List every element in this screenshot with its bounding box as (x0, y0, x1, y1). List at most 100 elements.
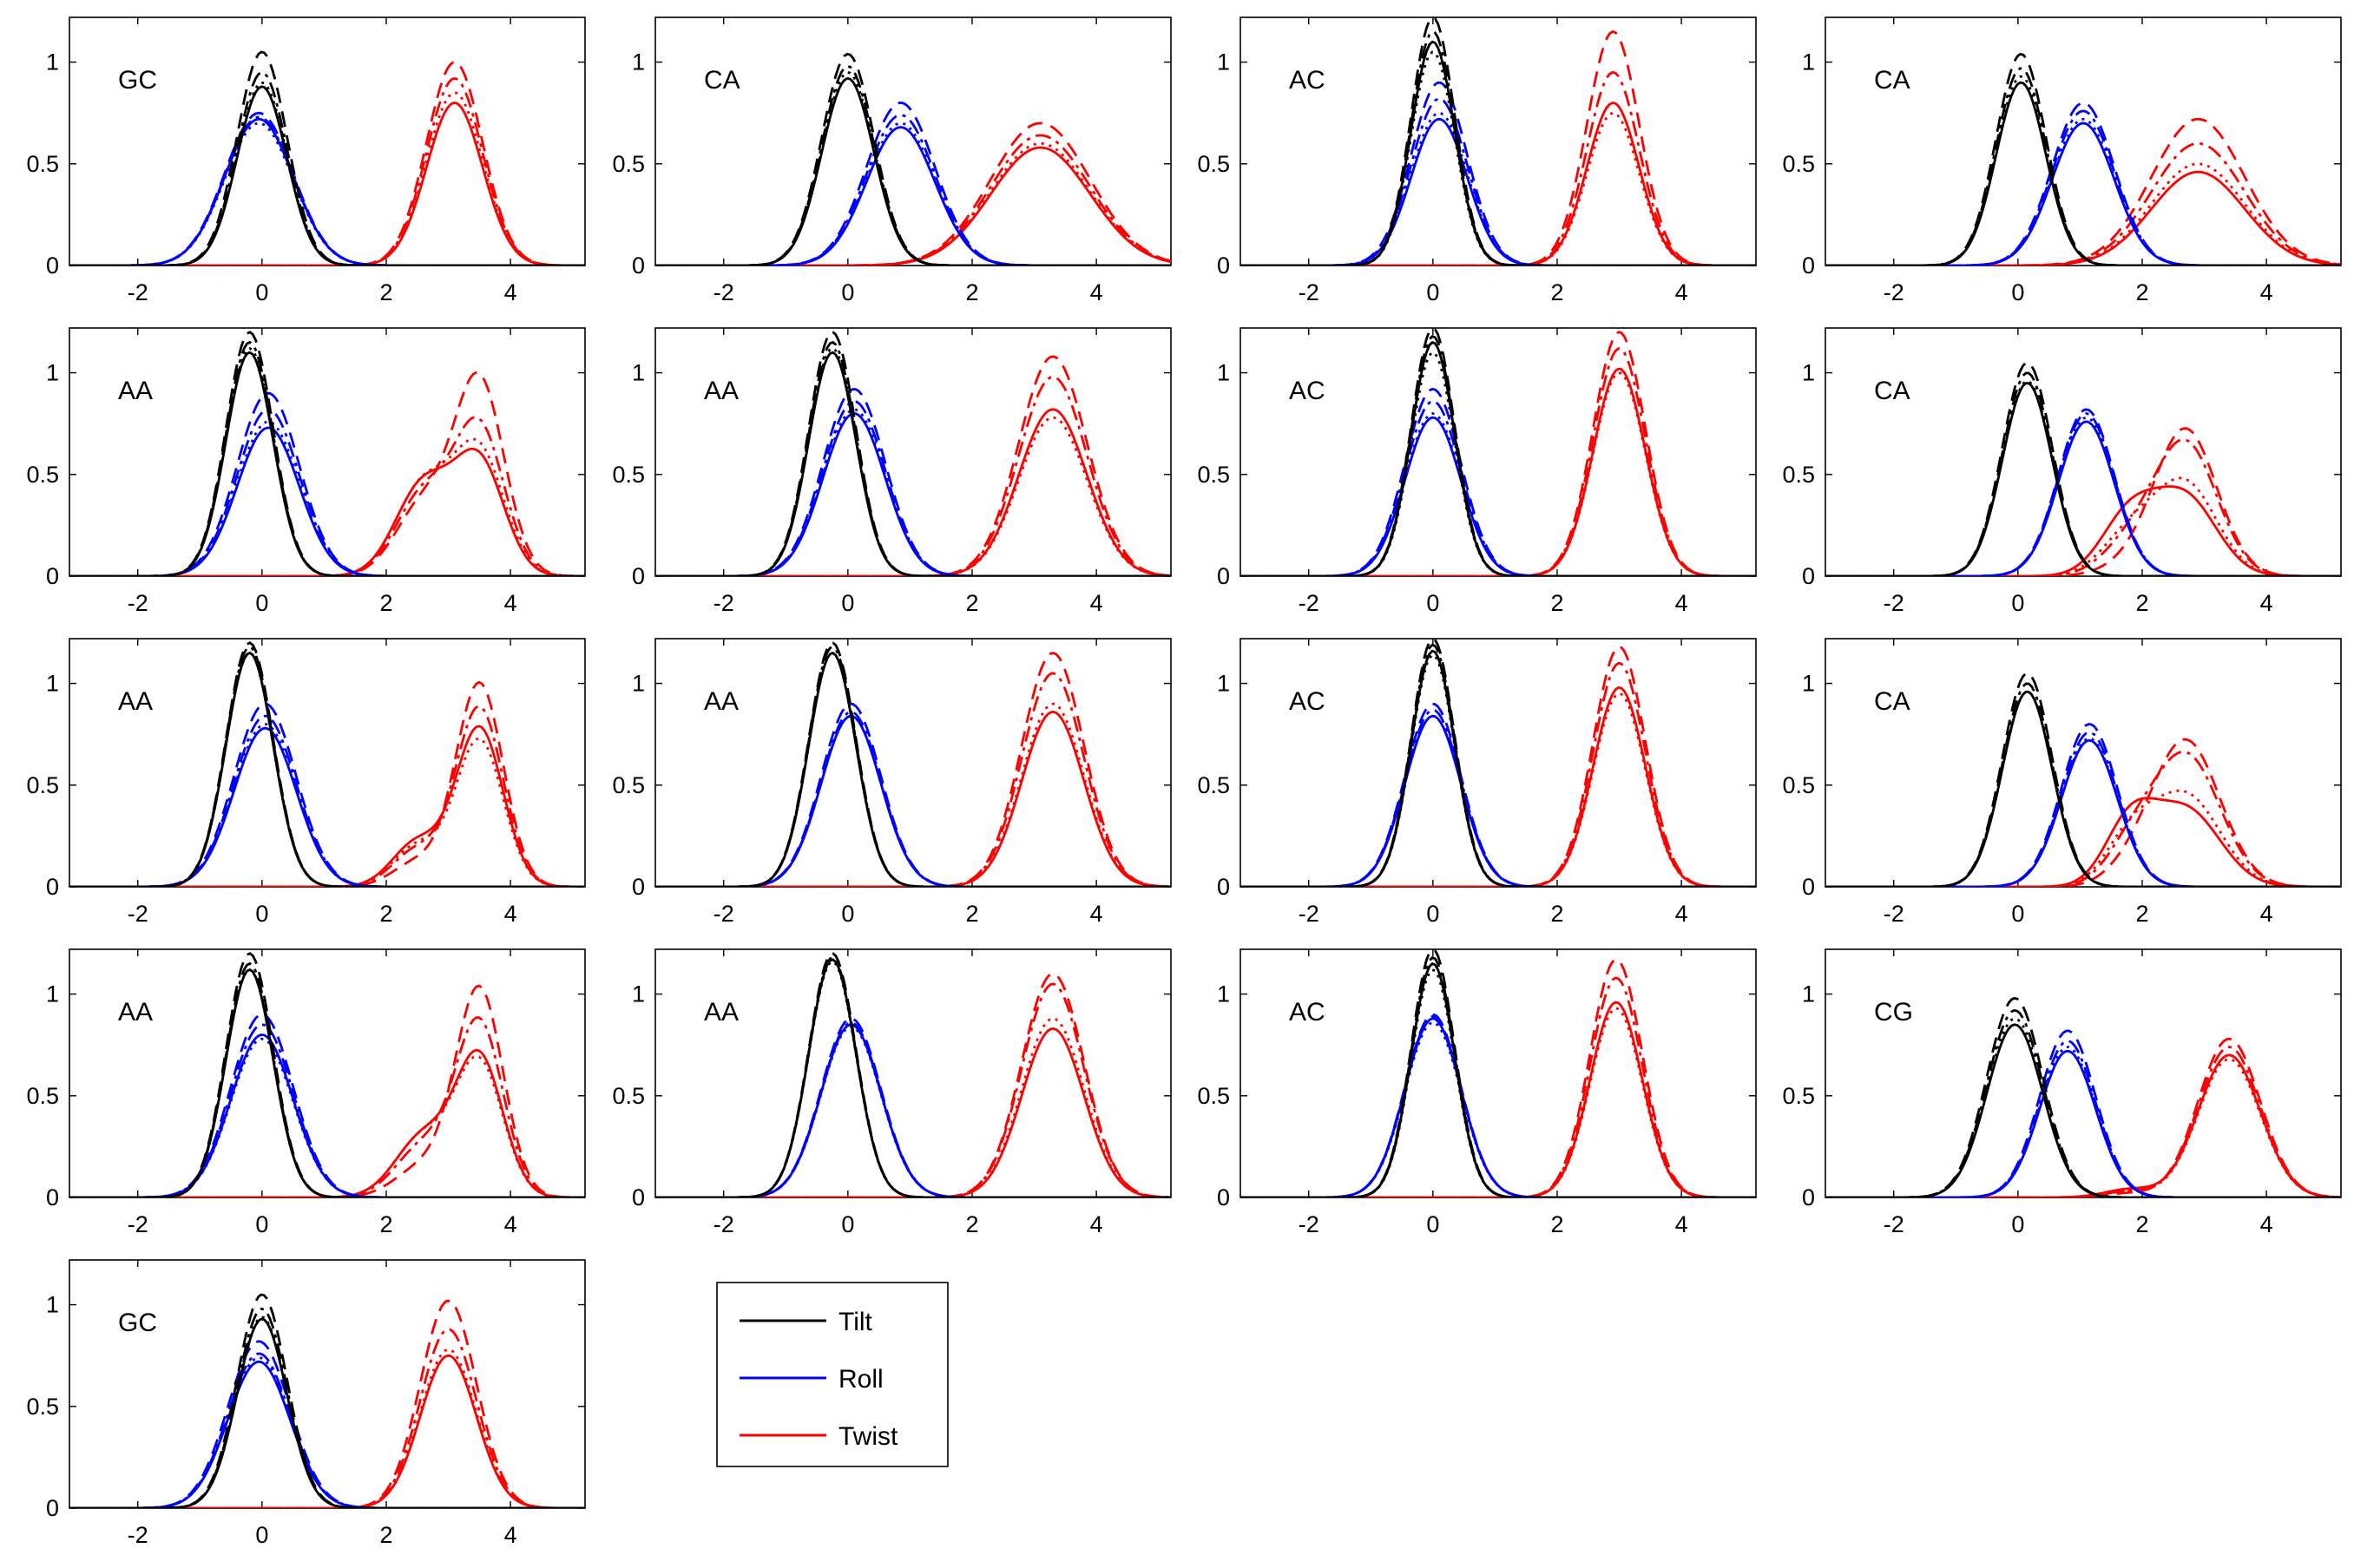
axes-box (69, 16, 586, 266)
x-tick-label: 2 (965, 279, 978, 305)
twist-curve (1825, 750, 2341, 887)
x-tick-label: 0 (2011, 1211, 2024, 1237)
twist-curve (1240, 686, 1756, 887)
panel-0: -2 0 2 4 0 0.5 1 GC (26, 16, 586, 305)
tilt-curve (69, 71, 585, 266)
y-tick-label: 0 (46, 563, 59, 589)
y-tick-label: 1 (1217, 49, 1230, 75)
y-tick-label: 1 (1217, 671, 1230, 697)
x-tick-label: 4 (1675, 279, 1688, 305)
y-tick-label: 0 (1217, 874, 1230, 900)
axes-box (69, 327, 586, 577)
twist-curve (1240, 692, 1756, 887)
roll-curve (655, 114, 1171, 266)
y-tick-label: 0.5 (1197, 772, 1230, 798)
panel-13: -2 0 2 4 0 0.5 1 AA (612, 948, 1172, 1237)
x-tick-label: 2 (1550, 590, 1563, 616)
axes-box (1825, 16, 2342, 266)
panel-label: AC (1289, 687, 1325, 716)
tilt-curve (1825, 690, 2341, 887)
panel-4: -2 0 2 4 0 0.5 1 AA (26, 327, 586, 616)
x-tick-label: 0 (255, 901, 268, 927)
x-tick-label: -2 (128, 279, 148, 305)
roll-curve (1825, 109, 2341, 266)
x-tick-label: -2 (713, 901, 734, 927)
x-tick-label: 2 (1550, 1211, 1563, 1237)
y-tick-label: 1 (1802, 981, 1815, 1007)
y-tick-label: 0 (46, 874, 59, 900)
y-tick-label: 0 (1217, 563, 1230, 589)
x-tick-label: 0 (1426, 590, 1439, 616)
y-tick-label: 0.5 (1782, 772, 1815, 798)
tilt-curve (1825, 379, 2341, 576)
twist-curve (1240, 70, 1756, 266)
curves (1240, 17, 1756, 266)
panel-11: -2 0 2 4 0 0.5 1 CA (1782, 638, 2342, 927)
x-tick-label: -2 (713, 1211, 734, 1237)
y-tick-label: 0.5 (1782, 462, 1815, 488)
panel-label: CA (1874, 377, 1910, 405)
y-tick-label: 1 (46, 360, 59, 386)
x-tick-label: 2 (2135, 590, 2148, 616)
twist-curve (655, 1017, 1171, 1197)
x-tick-label: -2 (713, 590, 734, 616)
tilt-curve (655, 71, 1171, 266)
panel-14: -2 0 2 4 0 0.5 1 AC (1197, 948, 1757, 1237)
panel-label: AA (704, 687, 739, 716)
x-tick-label: 4 (1090, 279, 1103, 305)
x-tick-label: 2 (2135, 279, 2148, 305)
tilt-curve (655, 960, 1171, 1197)
tilt-curve (655, 347, 1171, 576)
y-tick-label: 0.5 (1197, 462, 1230, 488)
y-tick-label: 1 (632, 49, 645, 75)
y-tick-label: 0 (46, 1184, 59, 1210)
x-tick-label: -2 (128, 1522, 148, 1548)
panel-label: AA (118, 687, 153, 716)
y-tick-label: 0.5 (612, 151, 645, 177)
x-tick-label: 2 (965, 901, 978, 927)
twist-curve (1825, 738, 2341, 887)
x-tick-label: 0 (255, 1522, 268, 1548)
twist-curve (1240, 30, 1756, 266)
x-tick-label: 2 (379, 279, 392, 305)
curves (1240, 949, 1756, 1197)
x-tick-label: 2 (379, 901, 392, 927)
y-tick-label: 0 (1802, 253, 1815, 279)
twist-curve (1825, 797, 2341, 887)
x-tick-label: 4 (504, 279, 517, 305)
panel-10: -2 0 2 4 0 0.5 1 AC (1197, 638, 1757, 927)
tilt-curve (1240, 643, 1756, 887)
x-tick-label: -2 (1884, 1211, 1904, 1237)
y-tick-label: 0 (1802, 1184, 1815, 1210)
axes-box (1825, 638, 2342, 888)
x-tick-label: 4 (2260, 590, 2273, 616)
panel-5: -2 0 2 4 0 0.5 1 AA (612, 327, 1172, 616)
y-tick-label: 0.5 (26, 151, 59, 177)
panel-8: -2 0 2 4 0 0.5 1 AA (26, 638, 586, 927)
roll-curve (1825, 408, 2341, 576)
panel-label: AC (1289, 998, 1325, 1027)
x-tick-label: 0 (255, 590, 268, 616)
twist-curve (655, 711, 1171, 887)
twist-curve (1825, 476, 2341, 576)
curves (655, 331, 1171, 576)
panel-15: -2 0 2 4 0 0.5 1 CG (1782, 948, 2342, 1237)
tilt-curve (69, 968, 585, 1197)
tilt-curve (1240, 956, 1756, 1197)
x-tick-label: 4 (1090, 1211, 1103, 1237)
roll-curve (1825, 731, 2341, 887)
curves (1825, 996, 2341, 1197)
y-tick-label: 0.5 (1782, 1083, 1815, 1109)
x-tick-label: -2 (1884, 279, 1904, 305)
roll-curve (69, 121, 585, 266)
x-tick-label: 0 (1426, 1211, 1439, 1237)
x-tick-label: 4 (1675, 901, 1688, 927)
panel-label: AA (704, 998, 739, 1027)
curves (655, 952, 1171, 1197)
curves (1240, 328, 1756, 576)
y-tick-label: 0.5 (612, 1083, 645, 1109)
tilt-curve (69, 347, 585, 576)
twist-curve (1825, 162, 2341, 266)
roll-curve (1825, 121, 2341, 266)
twist-curve (655, 408, 1171, 576)
